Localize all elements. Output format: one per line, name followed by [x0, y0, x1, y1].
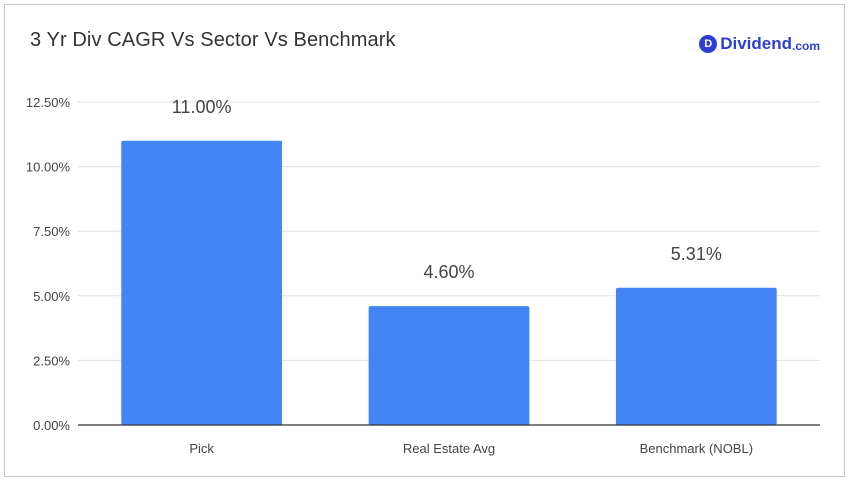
chart-title: 3 Yr Div CAGR Vs Sector Vs Benchmark	[30, 29, 396, 51]
bar-1	[368, 306, 530, 425]
data-label-0: 11.00%	[172, 97, 232, 117]
brand-logo: D Dividend .com	[699, 34, 820, 54]
data-label-2: 5.31%	[671, 244, 722, 264]
x-category-label-1: Real Estate Avg	[403, 441, 495, 456]
y-tick-label-0: 0.00%	[33, 418, 70, 433]
y-tick-label-4: 10.00%	[26, 160, 71, 175]
y-tick-label-3: 7.50%	[33, 224, 70, 239]
x-category-label-2: Benchmark (NOBL)	[640, 441, 753, 456]
bar-0	[121, 140, 283, 425]
y-tick-label-1: 2.50%	[33, 353, 70, 368]
brand-tld: .com	[791, 38, 820, 53]
bar-2	[615, 287, 777, 425]
x-category-label-0: Pick	[189, 441, 214, 456]
brand-name: Dividend	[720, 34, 792, 53]
data-label-1: 4.60%	[423, 262, 474, 282]
y-tick-label-2: 5.00%	[33, 289, 70, 304]
dividend-logo-icon: D	[699, 35, 718, 53]
y-tick-label-5: 12.50%	[26, 95, 71, 110]
